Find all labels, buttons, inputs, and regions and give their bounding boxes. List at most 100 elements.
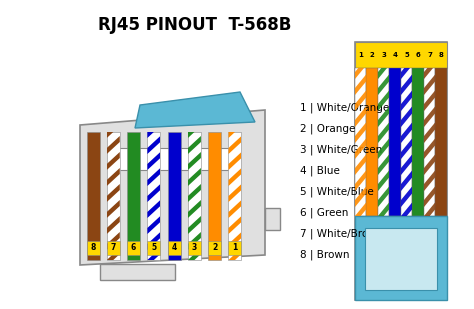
Polygon shape xyxy=(188,56,201,74)
Polygon shape xyxy=(107,152,120,170)
Polygon shape xyxy=(228,168,241,186)
Polygon shape xyxy=(188,264,201,282)
Polygon shape xyxy=(107,280,120,298)
Bar xyxy=(86,132,100,260)
Polygon shape xyxy=(228,216,241,234)
Polygon shape xyxy=(424,202,436,223)
Polygon shape xyxy=(147,136,160,154)
Polygon shape xyxy=(188,120,201,138)
Polygon shape xyxy=(228,40,241,58)
Bar xyxy=(265,208,280,230)
Polygon shape xyxy=(188,200,201,218)
Text: 1: 1 xyxy=(358,52,363,58)
Polygon shape xyxy=(378,154,390,175)
Polygon shape xyxy=(424,58,436,79)
Polygon shape xyxy=(424,74,436,95)
Polygon shape xyxy=(424,106,436,127)
Text: 2: 2 xyxy=(370,52,374,58)
Polygon shape xyxy=(378,250,390,271)
Bar xyxy=(228,241,241,255)
Bar xyxy=(208,241,221,255)
Polygon shape xyxy=(107,88,120,106)
Polygon shape xyxy=(424,186,436,207)
Polygon shape xyxy=(188,232,201,250)
Polygon shape xyxy=(424,0,436,15)
Polygon shape xyxy=(107,72,120,90)
Polygon shape xyxy=(147,120,160,138)
Polygon shape xyxy=(355,266,366,287)
Polygon shape xyxy=(378,234,390,255)
Text: 6: 6 xyxy=(131,243,136,252)
Polygon shape xyxy=(401,122,412,143)
Polygon shape xyxy=(424,234,436,255)
Text: 2 | Orange: 2 | Orange xyxy=(300,124,356,134)
Polygon shape xyxy=(401,202,412,223)
Polygon shape xyxy=(107,248,120,266)
Polygon shape xyxy=(424,138,436,159)
Polygon shape xyxy=(107,200,120,218)
Polygon shape xyxy=(228,104,241,122)
Polygon shape xyxy=(355,234,366,255)
Bar xyxy=(355,68,366,216)
Polygon shape xyxy=(355,138,366,159)
Polygon shape xyxy=(424,42,436,63)
Text: 7: 7 xyxy=(428,52,432,58)
Text: 4 | Blue: 4 | Blue xyxy=(300,166,340,176)
Text: 6: 6 xyxy=(416,52,420,58)
Polygon shape xyxy=(188,104,201,122)
Polygon shape xyxy=(228,72,241,90)
Text: 7 | White/Brown: 7 | White/Brown xyxy=(300,229,383,239)
Polygon shape xyxy=(401,170,412,191)
Polygon shape xyxy=(401,42,412,63)
Polygon shape xyxy=(228,120,241,138)
Polygon shape xyxy=(424,122,436,143)
Polygon shape xyxy=(147,264,160,282)
Polygon shape xyxy=(147,40,160,58)
Polygon shape xyxy=(401,10,412,31)
Bar xyxy=(168,241,181,255)
Polygon shape xyxy=(228,280,241,298)
Polygon shape xyxy=(188,184,201,202)
Polygon shape xyxy=(355,74,366,95)
Polygon shape xyxy=(378,90,390,111)
Polygon shape xyxy=(401,90,412,111)
Polygon shape xyxy=(401,0,412,15)
Polygon shape xyxy=(424,266,436,287)
Bar xyxy=(228,132,241,260)
Polygon shape xyxy=(378,170,390,191)
Bar xyxy=(208,132,221,260)
Polygon shape xyxy=(424,250,436,271)
Polygon shape xyxy=(355,202,366,223)
Bar xyxy=(355,42,447,68)
Polygon shape xyxy=(378,10,390,31)
Polygon shape xyxy=(147,280,160,298)
Polygon shape xyxy=(378,0,390,15)
Polygon shape xyxy=(147,56,160,74)
Polygon shape xyxy=(228,264,241,282)
Bar xyxy=(366,68,378,216)
Polygon shape xyxy=(107,56,120,74)
Text: 5: 5 xyxy=(404,52,409,58)
Text: 3: 3 xyxy=(192,243,197,252)
Polygon shape xyxy=(107,216,120,234)
Polygon shape xyxy=(147,152,160,170)
Polygon shape xyxy=(378,42,390,63)
Polygon shape xyxy=(228,296,241,309)
Polygon shape xyxy=(424,218,436,239)
Bar xyxy=(100,264,175,280)
Polygon shape xyxy=(228,248,241,266)
Polygon shape xyxy=(355,42,366,63)
Polygon shape xyxy=(188,216,201,234)
Polygon shape xyxy=(147,200,160,218)
Bar xyxy=(147,132,160,260)
Polygon shape xyxy=(355,0,366,15)
Polygon shape xyxy=(355,26,366,47)
Bar xyxy=(147,241,160,255)
Polygon shape xyxy=(401,218,412,239)
Polygon shape xyxy=(228,56,241,74)
Polygon shape xyxy=(355,90,366,111)
Polygon shape xyxy=(147,232,160,250)
Text: 5: 5 xyxy=(151,243,156,252)
Polygon shape xyxy=(401,58,412,79)
Polygon shape xyxy=(147,248,160,266)
